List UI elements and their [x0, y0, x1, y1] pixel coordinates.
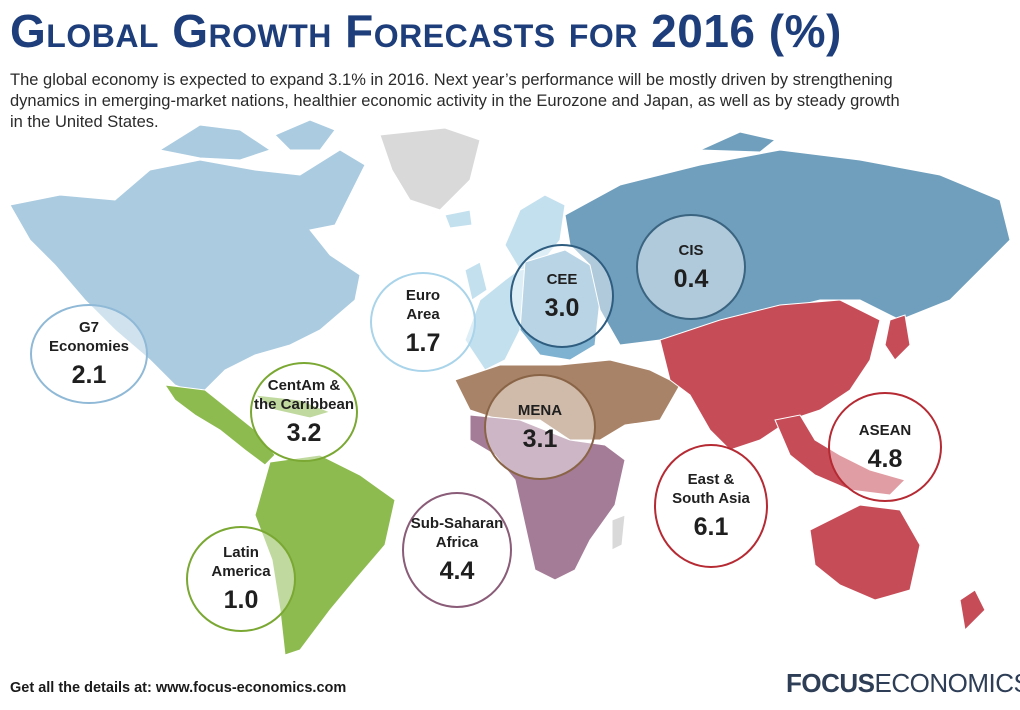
region-name: G7 Economies: [48, 319, 130, 355]
region-circle-cis: CIS 0.4: [636, 214, 746, 320]
focus-economics-logo: FOCUSECONOMICS: [786, 668, 1020, 699]
madagascar-shape: [611, 514, 626, 551]
region-circle-latin-america: Latin America 1.0: [186, 526, 296, 632]
region-circle-east-south-asia: East & South Asia 6.1: [654, 444, 768, 568]
region-circle-euro-area: Euro Area 1.7: [370, 272, 476, 372]
region-name: CEE: [546, 270, 578, 288]
region-value: 2.1: [71, 361, 107, 389]
region-name: Euro Area: [405, 287, 441, 323]
australia-shape: [809, 504, 921, 601]
region-circle-mena: MENA 3.1: [484, 374, 596, 480]
arctic-islands-cis-shape: [699, 131, 777, 153]
arctic-island-shape: [274, 119, 336, 151]
central-america-shape: [163, 384, 276, 466]
canadian-islands-shape: [158, 124, 272, 161]
subtitle: The global economy is expected to expand…: [10, 71, 900, 131]
region-name: CentAm & the Caribbean: [253, 377, 355, 413]
logo-part-focus: FOCUS: [786, 668, 875, 698]
region-name: ASEAN: [858, 421, 912, 439]
region-name: CIS: [678, 241, 704, 259]
iceland-shape: [444, 209, 473, 229]
region-name: Latin America: [211, 544, 271, 580]
region-value: 6.1: [693, 513, 729, 541]
region-value: 4.8: [867, 444, 903, 473]
region-circle-cee: CEE 3.0: [510, 244, 614, 348]
region-value: 3.2: [286, 419, 322, 447]
region-circle-centam: CentAm & the Caribbean 3.2: [250, 362, 358, 462]
new-zealand-shape: [959, 589, 986, 632]
region-name: Sub-Saharan Africa: [410, 515, 504, 551]
region-value: 1.7: [405, 329, 441, 357]
japan-shape: [884, 314, 911, 361]
region-value: 4.4: [439, 557, 475, 585]
page-title: Global Growth Forecasts for 2016 (%): [10, 5, 842, 57]
region-name: East & South Asia: [672, 471, 750, 507]
region-circle-ssa: Sub-Saharan Africa 4.4: [402, 492, 512, 608]
region-value: 0.4: [673, 264, 709, 293]
logo-part-economics: ECONOMICS: [874, 668, 1020, 698]
greenland-shape: [379, 127, 481, 211]
region-value: 1.0: [223, 586, 259, 614]
region-value: 3.0: [544, 293, 580, 322]
region-circle-asean: ASEAN 4.8: [828, 392, 942, 502]
region-circle-g7: G7 Economies 2.1: [30, 304, 148, 404]
uk-shape: [464, 261, 488, 301]
region-name: MENA: [517, 401, 563, 419]
region-value: 3.1: [522, 424, 558, 453]
footer-link-text: Get all the details at: www.focus-econom…: [10, 680, 347, 696]
east-south-asia-shape: [659, 299, 881, 451]
